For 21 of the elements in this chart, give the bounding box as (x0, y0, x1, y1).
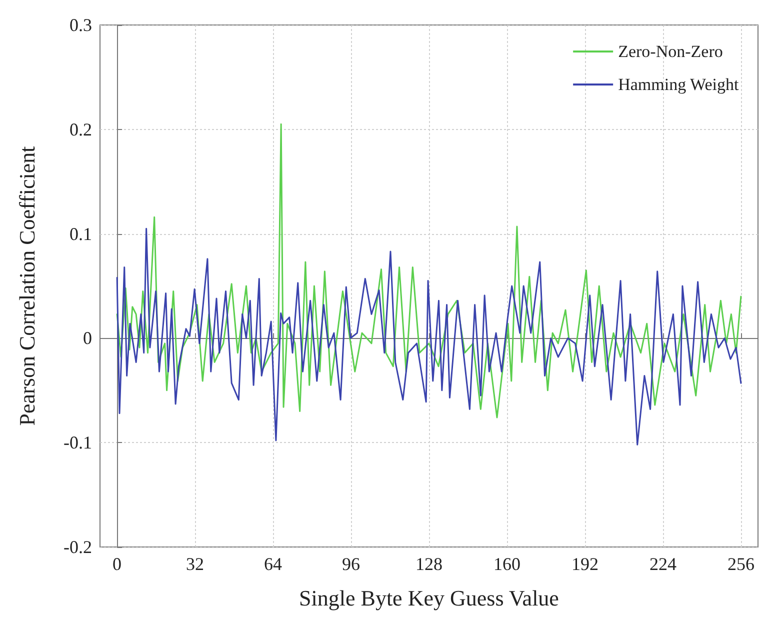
y-tick-label: 0.2 (70, 119, 92, 140)
x-tick-label: 0 (112, 554, 122, 574)
x-tick-label: 96 (342, 554, 360, 574)
line-series (116, 228, 742, 446)
legend-label: Hamming Weight (618, 75, 739, 94)
y-tick-label: 0 (83, 328, 92, 348)
legend-label: Zero-Non-Zero (618, 42, 723, 61)
x-axis-title: Single Byte Key Guess Value (299, 586, 559, 610)
y-tick-label: 0.3 (70, 15, 92, 35)
y-tick-label: -0.1 (64, 432, 92, 453)
y-tick-label: -0.2 (64, 537, 92, 557)
x-tick-label: 32 (186, 554, 204, 574)
y-tick-label: 0.1 (70, 224, 92, 244)
line-series (116, 123, 742, 418)
x-tick-label: 224 (649, 554, 676, 574)
x-tick-label: 256 (727, 554, 754, 574)
x-tick-label: 192 (571, 554, 598, 574)
x-tick-label: 128 (416, 554, 442, 574)
x-tick-label: 64 (264, 554, 282, 574)
x-tick-label: 160 (493, 554, 520, 574)
y-axis-title: Pearson Correlation Coefficient (14, 146, 40, 426)
